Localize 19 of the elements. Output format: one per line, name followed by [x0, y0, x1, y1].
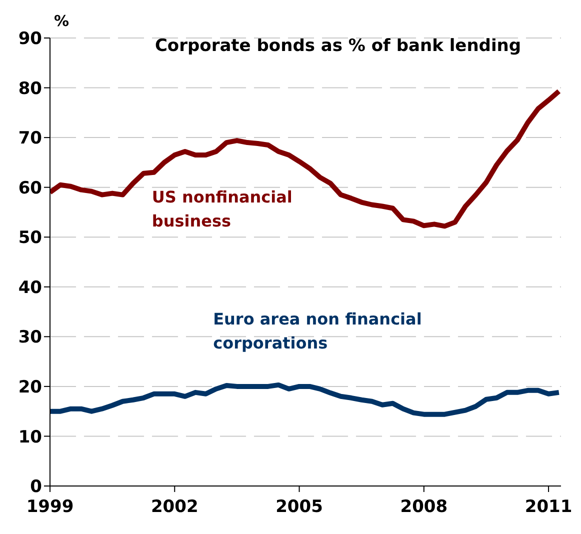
- y-tick-label: 30: [18, 328, 42, 348]
- series-label: US nonfinancial business: [152, 187, 292, 230]
- y-tick-label: 20: [18, 377, 42, 398]
- y-tick-label: 90: [18, 29, 42, 50]
- x-tick-label: 2002: [150, 497, 198, 518]
- y-tick-label: 0: [30, 477, 42, 498]
- y-tick-label: 70: [18, 128, 42, 149]
- x-tick-label: 2008: [400, 497, 448, 518]
- y-tick-label: 60: [18, 178, 42, 198]
- x-tick-label: 2011: [524, 497, 572, 518]
- chart-title: Corporate bonds as % of bank lending: [154, 36, 522, 56]
- x-tick-label: 1999: [26, 497, 74, 518]
- y-tick-label: 10: [18, 427, 42, 448]
- y-axis-title: %: [54, 12, 70, 30]
- text: Euro area non financial corporations: [213, 309, 422, 352]
- y-tick-label: 40: [18, 278, 42, 298]
- y-tick-label: 80: [18, 78, 42, 99]
- x-tick-label: 2005: [276, 497, 323, 518]
- y-tick-label: 50: [18, 228, 42, 248]
